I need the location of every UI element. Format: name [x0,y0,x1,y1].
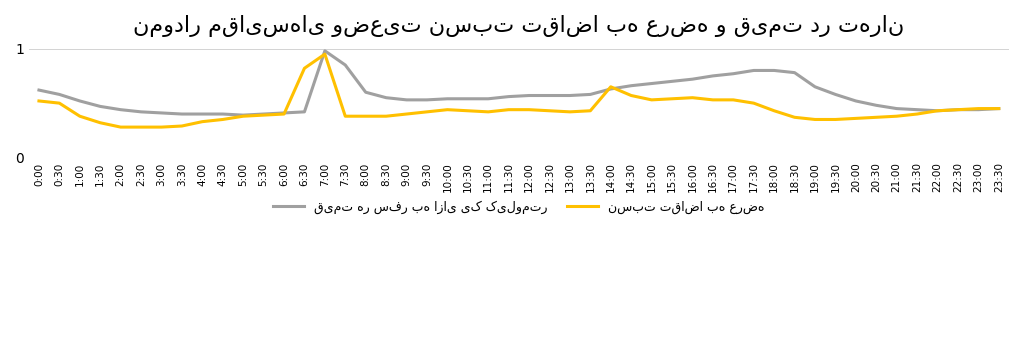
Legend: قیمت هر سفر به ازای یک کیلومتر, نسبت تقاضا به عرضه: قیمت هر سفر به ازای یک کیلومتر, نسبت تقا… [268,195,769,219]
Title: نمودار مقایسهای وضعیت نسبت تقاضا به عرضه و قیمت در تهران: نمودار مقایسهای وضعیت نسبت تقاضا به عرضه… [133,15,904,37]
